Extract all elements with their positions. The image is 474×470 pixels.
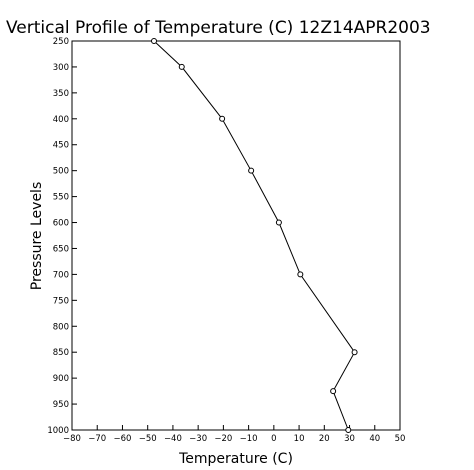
y-tick-label: 450 — [53, 141, 69, 151]
x-tick-label: −80 — [63, 434, 81, 444]
y-tick-label: 400 — [53, 115, 69, 125]
data-point — [275, 219, 282, 226]
x-tick-label: −40 — [164, 434, 182, 444]
y-tick-label: 800 — [53, 322, 69, 332]
x-tick-label: 0 — [271, 434, 276, 444]
y-tick-label: 750 — [53, 296, 69, 306]
x-tick-label: 20 — [319, 434, 330, 444]
x-tick-label: 10 — [294, 434, 305, 444]
data-point — [345, 427, 352, 433]
x-tick-label: −70 — [88, 434, 106, 444]
y-tick-label: 250 — [53, 37, 69, 47]
x-tick-label: −30 — [189, 434, 207, 444]
data-point — [248, 167, 255, 174]
x-tick-label: 50 — [395, 434, 406, 444]
y-axis: 250 300 350 400 450 500 550 600 650 700 750 800 850 9… — [47, 37, 77, 436]
y-tick-label: 1000 — [47, 426, 69, 436]
x-tick-label: −10 — [240, 434, 258, 444]
chart-title: Vertical Profile of Temperature (C) 12Z1… — [6, 18, 431, 38]
y-tick-label: 550 — [53, 193, 69, 203]
x-tick-label: 30 — [344, 434, 355, 444]
y-tick-label: 500 — [53, 167, 69, 177]
x-tick-label: −20 — [214, 434, 232, 444]
y-tick-label: 650 — [53, 244, 69, 254]
y-axis-label: Pressure Levels — [29, 182, 45, 290]
plot-frame — [71, 40, 401, 431]
x-axis-label: Temperature (C) — [178, 451, 293, 467]
data-point — [297, 271, 304, 278]
series-line — [153, 40, 356, 431]
data-point — [351, 349, 358, 356]
y-tick-label: 900 — [53, 374, 69, 384]
y-tick-label: 850 — [53, 348, 69, 358]
data-point — [219, 115, 226, 122]
x-tick-label: −50 — [139, 434, 157, 444]
data-point — [330, 388, 337, 395]
x-axis: −80 −70 −60 −50 −40 −30 −20 −10 0 10 20 30 40 50 — [63, 425, 405, 444]
data-point — [151, 38, 157, 44]
y-tick-label: 350 — [53, 89, 69, 99]
data-point — [178, 63, 185, 70]
y-tick-label: 600 — [53, 219, 69, 229]
y-tick-label: 950 — [53, 400, 69, 410]
data-points — [151, 38, 358, 433]
x-tick-label: −60 — [113, 434, 131, 444]
y-tick-label: 300 — [53, 63, 69, 73]
y-tick-label: 700 — [53, 270, 69, 280]
x-tick-label: 40 — [369, 434, 380, 444]
